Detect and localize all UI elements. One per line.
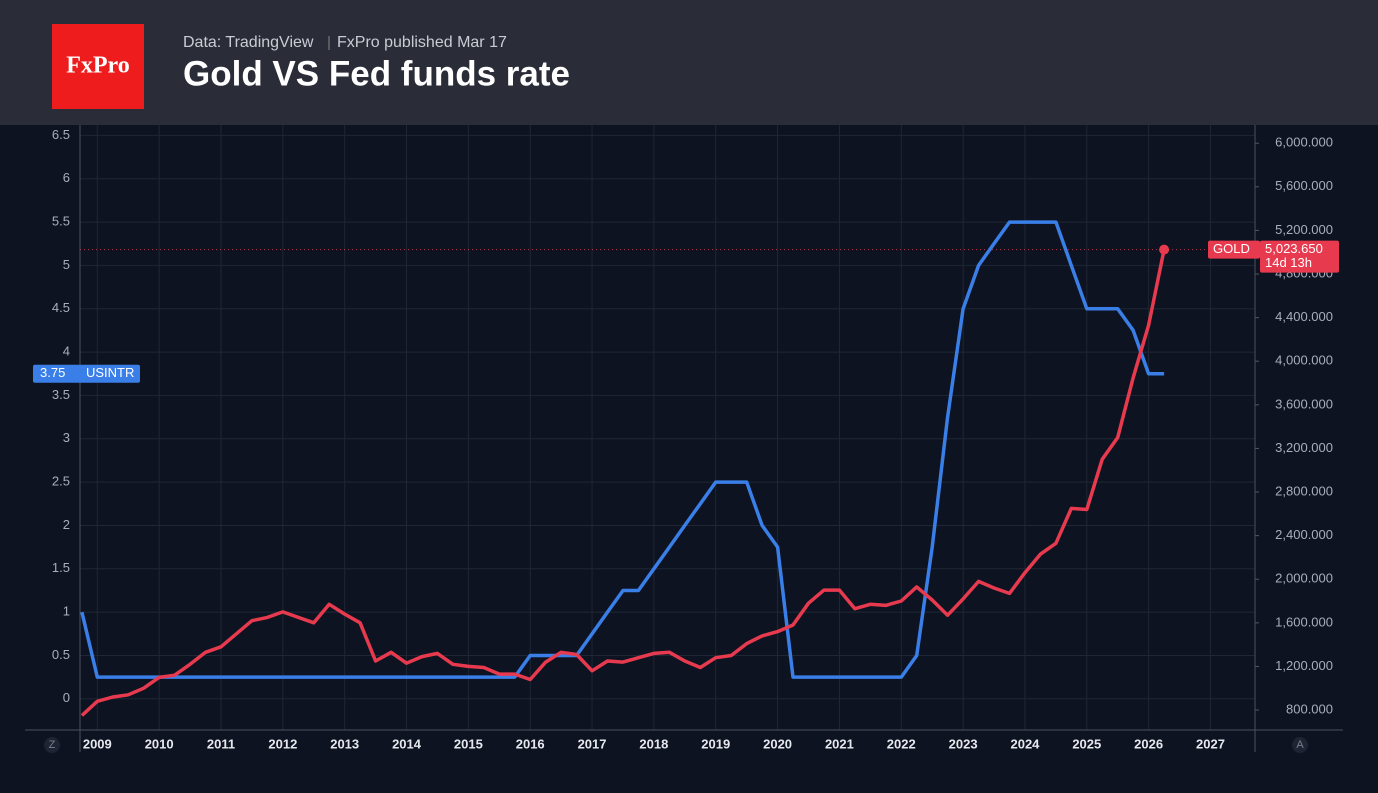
x-tick-label: 2022	[887, 736, 916, 751]
series-name: USINTR	[86, 365, 134, 380]
x-tick-label: 2021	[825, 736, 854, 751]
chart-title: Gold VS Fed funds rate	[183, 54, 570, 93]
right-button: A	[1296, 739, 1304, 751]
x-tick-label: 2013	[330, 736, 359, 751]
x-tick-label: 2024	[1010, 736, 1040, 751]
header-bg	[0, 0, 1378, 125]
grid	[25, 125, 1343, 752]
logo: FxPro	[66, 53, 130, 79]
last-point	[1159, 244, 1170, 255]
y2-tick-label: 2,800.000	[1275, 483, 1333, 498]
y-tick-label: 4.5	[52, 300, 70, 315]
y-tick-label: 2	[63, 517, 70, 532]
y-tick-label: 5	[63, 257, 70, 272]
last-value: 3.75	[40, 365, 65, 380]
labels: 2009 2010 2011 2012 2013 2014 2015 2016 2017 2018…	[33, 127, 1339, 753]
x-tick-label: 2017	[578, 736, 607, 751]
x-tick-label: 2023	[949, 736, 978, 751]
countdown: 14d 13h	[1265, 255, 1312, 270]
x-tick-label: 2011	[207, 736, 235, 751]
y2-tick-label: 4,400.000	[1275, 309, 1333, 324]
price-tag	[33, 364, 140, 383]
y-tick-label: 6	[63, 170, 70, 185]
x-tick-label: 2026	[1134, 736, 1163, 751]
price-tag	[1208, 240, 1260, 259]
y-tick-label: 5.5	[52, 214, 70, 229]
published: FxPro published Mar 17	[337, 34, 507, 51]
last-value: 5,023.650	[1265, 241, 1323, 256]
plot	[80, 220, 1170, 717]
series-line	[80, 249, 1166, 717]
y-tick-label: 6.5	[52, 127, 70, 142]
y-tick-label: 2.5	[52, 474, 70, 489]
price-tag	[1260, 240, 1339, 273]
y-tick-label: 3.5	[52, 387, 70, 402]
y-tick-label: 0	[63, 690, 70, 705]
y2-tick-label: 5,600.000	[1275, 178, 1333, 193]
x-tick-label: 2025	[1072, 736, 1101, 751]
y-tick-label: 3	[63, 430, 70, 445]
x-tick-label: 2010	[145, 736, 174, 751]
y-tick-label: 1.5	[52, 560, 70, 575]
y-tick-label: 1	[63, 604, 70, 619]
series-name: GOLD	[1213, 241, 1250, 256]
y2-tick-label: 1,600.000	[1275, 614, 1333, 629]
y2-tick-label: 6,000.000	[1275, 135, 1333, 150]
series-line	[80, 220, 1165, 679]
source: Data: TradingView	[183, 34, 314, 51]
y2-tick-label: 2,000.000	[1275, 571, 1333, 586]
y2-tick-label: 4,000.000	[1275, 353, 1333, 368]
y2-tick-label: 2,400.000	[1275, 527, 1333, 542]
y-tick-label: 4	[63, 344, 70, 359]
y2-tick-label: 5,200.000	[1275, 222, 1333, 237]
x-tick-label: 2018	[639, 736, 668, 751]
button	[1292, 737, 1308, 753]
y2-tick-label: 3,200.000	[1275, 440, 1333, 455]
logo-box	[52, 24, 144, 109]
y2-tick-label: 3,600.000	[1275, 396, 1333, 411]
y2-tick-label: 1,200.000	[1275, 658, 1333, 673]
y-tick-label: 0.5	[52, 647, 70, 662]
y2-tick-label: 800.000	[1286, 701, 1333, 716]
left-button: Z	[49, 739, 56, 751]
x-tick-label: 2027	[1196, 736, 1225, 751]
x-tick-label: 2019	[701, 736, 730, 751]
x-tick-label: 2015	[454, 736, 483, 751]
x-tick-label: 2020	[763, 736, 792, 751]
x-tick-label: 2012	[268, 736, 297, 751]
button	[44, 737, 60, 753]
x-tick-label: 2014	[392, 736, 422, 751]
x-tick-label: 2016	[516, 736, 545, 751]
x-tick-label: 2009	[83, 736, 112, 751]
